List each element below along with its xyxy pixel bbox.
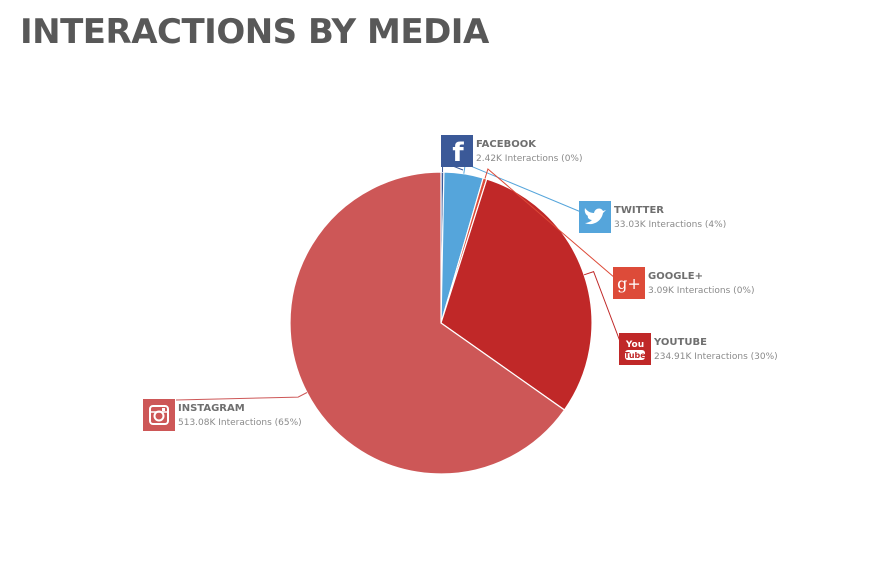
value-label-youtube: 234.91K Interactions (30%) [654,352,778,362]
instagram-icon [143,399,175,431]
svg-text:f: f [452,138,464,168]
value-label-instagram: 513.08K Interactions (65%) [178,418,302,428]
label-twitter: TWITTER [614,205,664,216]
label-facebook: FACEBOOK [476,139,537,150]
value-label-twitter: 33.03K Interactions (4%) [614,220,726,230]
leader-line-youtube [583,270,622,345]
label-youtube: YOUTUBE [653,337,707,348]
chart-title: INTERACTIONS BY MEDIA [20,12,489,52]
label-google: GOOGLE+ [648,271,703,282]
facebook-icon: f [441,135,473,168]
twitter-icon [579,201,611,233]
value-label-google: 3.09K Interactions (0%) [648,286,754,296]
svg-text:You: You [625,340,644,350]
leader-line-google [484,168,616,279]
pie-slice-instagram [289,171,566,475]
leader-line-instagram [175,392,308,401]
svg-text:Tube: Tube [624,351,646,360]
label-instagram: INSTAGRAM [178,403,245,414]
google-icon: g+ [613,267,645,299]
pie-slice-youtube [440,178,593,411]
value-label-facebook: 2.42K Interactions (0%) [476,154,582,164]
svg-text:g+: g+ [617,274,641,293]
